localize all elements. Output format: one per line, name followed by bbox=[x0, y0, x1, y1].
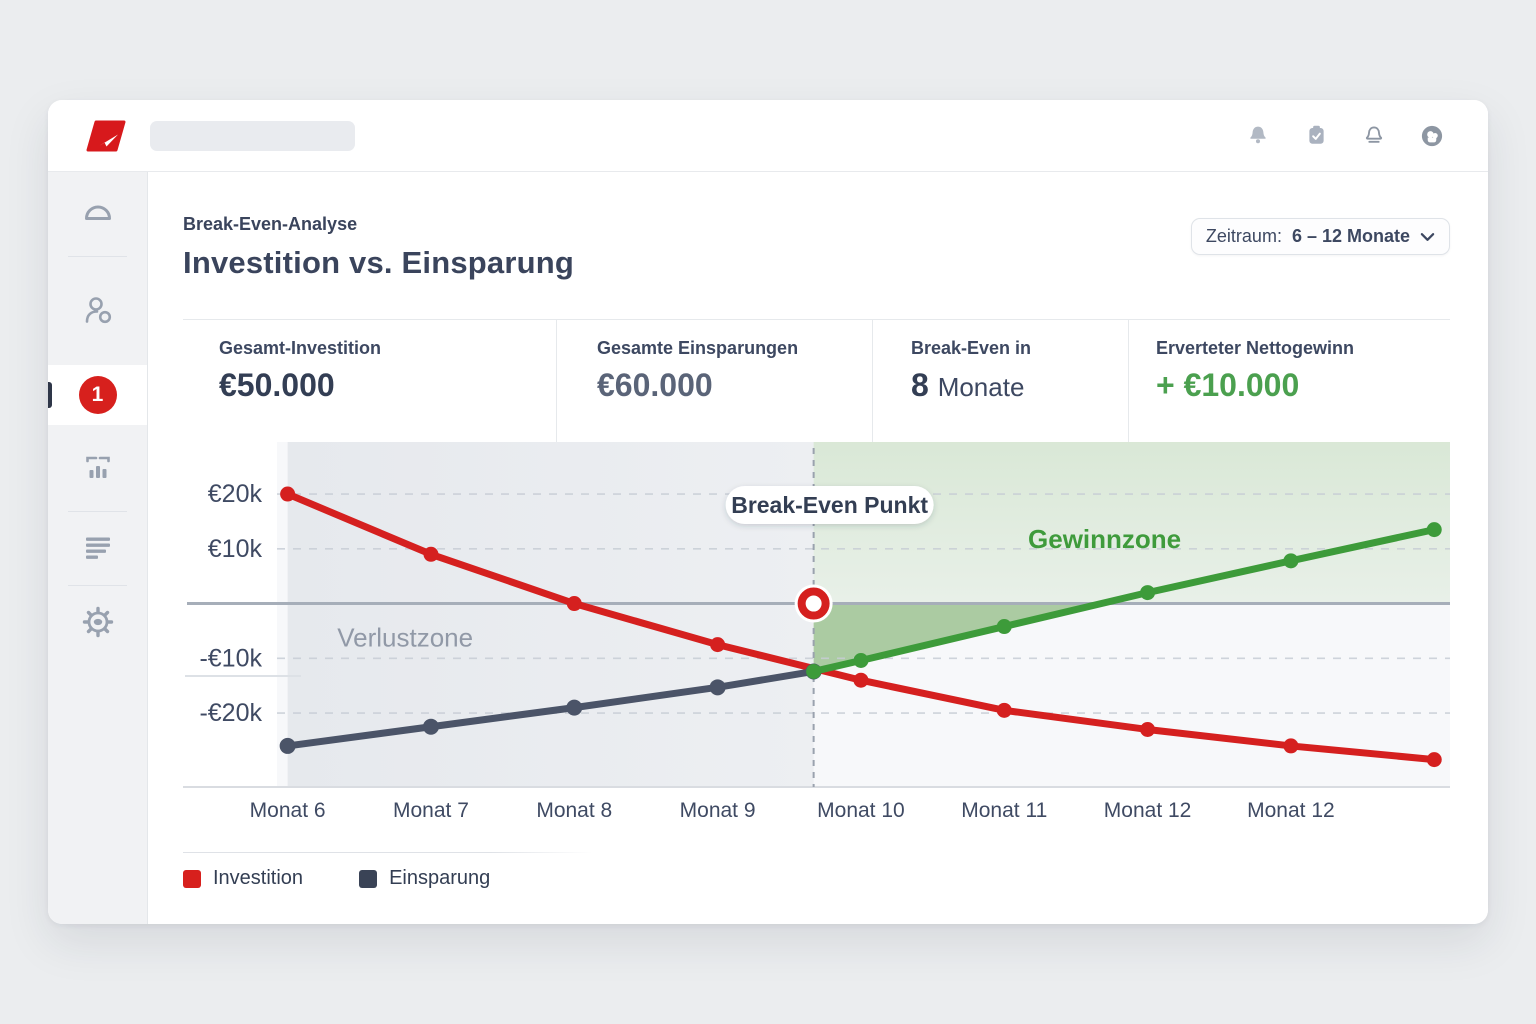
data-point bbox=[566, 699, 583, 716]
gear-icon bbox=[80, 604, 116, 643]
stat-label: Gesamt-Investition bbox=[219, 338, 382, 358]
sidebar-item-users[interactable] bbox=[48, 257, 147, 365]
sidebar-divider bbox=[68, 585, 127, 586]
sidebar-item-dashboard[interactable] bbox=[48, 172, 147, 256]
bar-chart-icon bbox=[80, 449, 116, 488]
x-axis-label: Monat 10 bbox=[817, 799, 905, 822]
stat-label: Erverteter Nettogewinn bbox=[1156, 338, 1355, 358]
y-axis-label: -€10k bbox=[199, 644, 262, 672]
topbar-icons bbox=[1244, 122, 1446, 150]
search-input[interactable] bbox=[150, 120, 355, 151]
legend-label: Investition bbox=[213, 867, 304, 889]
stat-label: Gesamte Einsparungen bbox=[597, 338, 799, 358]
sidebar-item-reports[interactable] bbox=[48, 512, 147, 585]
sidebar-divider bbox=[68, 256, 127, 257]
data-point bbox=[1426, 752, 1442, 768]
legend-item-einsparung[interactable]: Einsparung bbox=[359, 867, 490, 890]
list-icon bbox=[80, 529, 116, 568]
data-point bbox=[1140, 585, 1156, 601]
active-indicator bbox=[48, 382, 52, 408]
page-header: Break-Even-Analyse Investition vs. Einsp… bbox=[183, 172, 1450, 281]
data-point bbox=[709, 679, 726, 696]
break-even-marker bbox=[797, 587, 830, 620]
data-point bbox=[1283, 553, 1299, 569]
chart-canvas: €20k €10k -€10k -€20k Verlustzone Gewinnzone B… bbox=[183, 442, 1450, 822]
stat-label: Break-Even in bbox=[911, 338, 1032, 358]
topbar bbox=[48, 100, 1488, 172]
x-axis-label: Monat 12 bbox=[1247, 799, 1335, 822]
stats-row: Gesamt-Investition €50.000 Gesamte Einsp… bbox=[183, 319, 1450, 442]
x-axis-label: Monat 12 bbox=[1104, 799, 1192, 822]
stat-break-even-in: Break-Even in 8 Monate bbox=[872, 320, 1128, 442]
x-axis-label: Monat 9 bbox=[680, 799, 756, 822]
sidebar-item-alerts-active[interactable]: 1 bbox=[48, 365, 147, 425]
stat-erwarteter-nettogewinn: Erverteter Nettogewinn + €10.000 bbox=[1128, 320, 1450, 442]
period-dropdown[interactable]: Zeitraum: 6 – 12 Monate bbox=[1190, 218, 1450, 255]
tasks-clipboard-icon[interactable] bbox=[1302, 122, 1330, 150]
data-point bbox=[710, 637, 726, 653]
sidebar-item-settings[interactable] bbox=[48, 586, 147, 661]
data-point bbox=[1426, 522, 1442, 538]
page-title: Investition vs. Einsparung bbox=[183, 245, 575, 280]
period-label: Zeitraum: bbox=[1205, 226, 1282, 246]
stat-value: 8 Monate bbox=[911, 367, 1025, 403]
data-point bbox=[996, 619, 1012, 635]
app-logo[interactable] bbox=[78, 117, 130, 155]
sidebar-divider bbox=[68, 511, 127, 512]
legend-swatch-investition bbox=[183, 869, 201, 888]
data-point bbox=[806, 663, 822, 679]
sidebar: 1 bbox=[48, 172, 148, 924]
notifications-bell-icon[interactable] bbox=[1244, 122, 1272, 150]
user-icon bbox=[80, 292, 116, 331]
data-point bbox=[422, 718, 439, 735]
break-even-label-pill bbox=[725, 486, 934, 524]
gewinnzone-label: Gewinnzone bbox=[1028, 524, 1181, 554]
stat-gesamte-einsparungen: Gesamte Einsparungen €60.000 bbox=[556, 320, 872, 442]
data-point bbox=[1283, 738, 1299, 754]
data-point bbox=[566, 596, 582, 612]
gauge-icon bbox=[80, 195, 116, 234]
series-line-2 bbox=[810, 526, 1438, 675]
data-point bbox=[1140, 722, 1156, 737]
account-avatar-icon[interactable] bbox=[1418, 122, 1446, 150]
stat-value: €50.000 bbox=[219, 367, 335, 403]
y-axis-label: €20k bbox=[208, 480, 263, 508]
y-axis-label: -€20k bbox=[199, 699, 262, 727]
x-axis-label: Monat 8 bbox=[536, 799, 612, 822]
alarm-bell-icon[interactable] bbox=[1360, 122, 1388, 150]
app-window: 1 bbox=[48, 100, 1488, 924]
data-point bbox=[853, 672, 869, 688]
stat-value: €60.000 bbox=[597, 367, 713, 403]
breadcrumb-eyebrow: Break-Even-Analyse bbox=[183, 214, 358, 234]
main-content: Break-Even-Analyse Investition vs. Einsp… bbox=[148, 172, 1488, 924]
chart-legend: Investition Einsparung bbox=[183, 867, 1450, 890]
x-axis-label: Monat 7 bbox=[393, 799, 469, 822]
notification-badge: 1 bbox=[78, 376, 117, 414]
break-even-label: Break-Even Punkt bbox=[731, 492, 928, 518]
legend-item-investition[interactable]: Investition bbox=[183, 867, 303, 890]
data-point bbox=[279, 737, 296, 754]
data-point bbox=[853, 653, 869, 668]
stat-gesamt-investition: Gesamt-Investition €50.000 bbox=[183, 320, 556, 442]
legend-swatch-einsparung bbox=[359, 869, 378, 888]
legend-label: Einsparung bbox=[389, 867, 491, 889]
x-axis-label: Monat 6 bbox=[250, 799, 326, 822]
data-point bbox=[423, 546, 439, 562]
break-even-chart: €20k €10k -€10k -€20k Verlustzone Gewinnzone B… bbox=[183, 442, 1450, 832]
chevron-down-icon bbox=[1420, 226, 1435, 247]
stat-value: + €10.000 bbox=[1156, 367, 1300, 403]
data-point bbox=[996, 702, 1012, 718]
y-axis-label: €10k bbox=[208, 535, 263, 563]
period-value: 6 – 12 Monate bbox=[1291, 226, 1410, 246]
verlustzone-label: Verlustzone bbox=[337, 622, 473, 652]
logo-plane-icon bbox=[99, 134, 118, 146]
logo-parallelogram bbox=[86, 120, 126, 151]
x-axis-label: Monat 11 bbox=[961, 799, 1047, 822]
data-point bbox=[280, 486, 296, 502]
verlustzone-area bbox=[287, 442, 814, 787]
sidebar-item-analytics[interactable] bbox=[48, 425, 147, 511]
legend-separator bbox=[183, 852, 593, 853]
